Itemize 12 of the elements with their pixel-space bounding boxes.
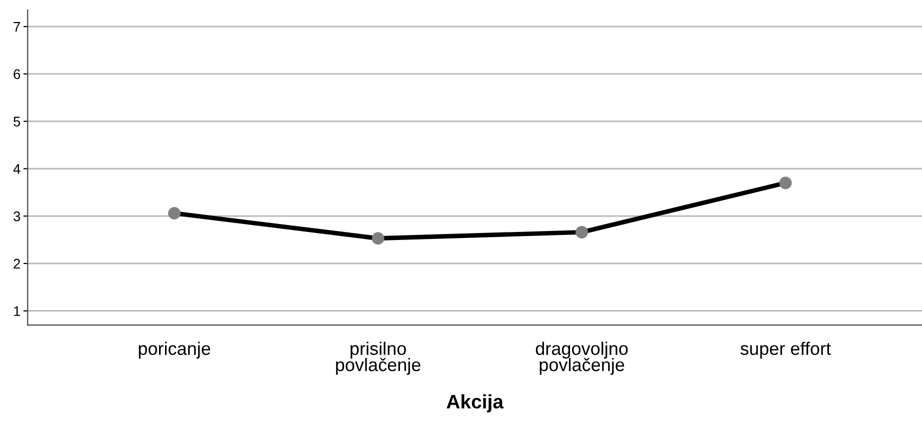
y-tick-label: 7 — [14, 22, 20, 32]
x-tick-label: super effort — [740, 342, 831, 359]
y-tick-label: 1 — [14, 306, 20, 316]
y-tick-label: 5 — [14, 116, 20, 126]
x-tick-label: prisilno povlačenje — [336, 342, 420, 375]
x-axis-title: Akcija — [446, 394, 504, 412]
x-tick-label: dragovoljno povlačenje — [536, 342, 628, 375]
y-tick-label: 6 — [14, 69, 20, 80]
y-tick-label: 3 — [14, 211, 20, 222]
y-tick-label: 2 — [14, 258, 20, 269]
y-tick-label: 4 — [13, 164, 20, 174]
x-tick-label: poricanje — [138, 342, 210, 359]
